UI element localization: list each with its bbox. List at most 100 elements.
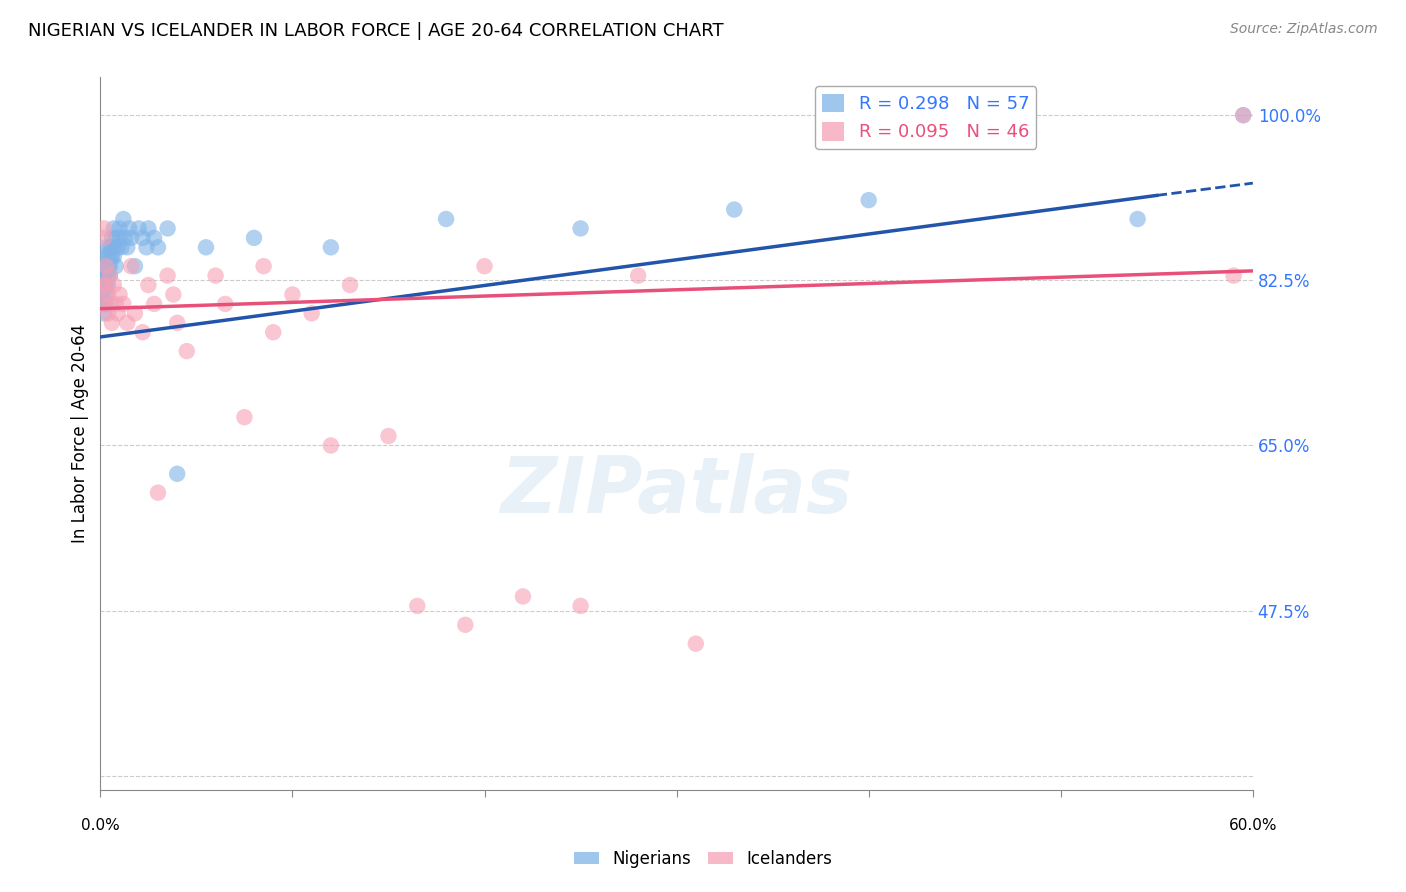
Text: Source: ZipAtlas.com: Source: ZipAtlas.com [1230, 22, 1378, 37]
Point [104, 297, 127, 311]
Point [104, 259, 127, 273]
Point [103, 240, 125, 254]
Y-axis label: In Labor Force | Age 20-64: In Labor Force | Age 20-64 [72, 324, 89, 543]
Point [97, 268, 120, 283]
Point [156, 221, 179, 235]
Text: 60.0%: 60.0% [1229, 819, 1277, 833]
Point [107, 306, 129, 320]
Point [93, 231, 115, 245]
Point [112, 212, 135, 227]
Point [97, 306, 120, 320]
Point [93, 306, 115, 320]
Point [97, 259, 120, 273]
Point [120, 259, 142, 273]
Point [93, 278, 115, 293]
Point [339, 278, 361, 293]
Point [103, 278, 125, 293]
Point [91, 287, 114, 301]
Point [1232, 108, 1254, 122]
Point [512, 590, 534, 604]
Point [166, 467, 188, 481]
Point [101, 240, 124, 254]
Point [91, 297, 114, 311]
Point [214, 297, 236, 311]
Point [94, 240, 117, 254]
Point [108, 221, 131, 235]
Point [162, 287, 184, 301]
Point [454, 617, 477, 632]
Point [319, 240, 342, 254]
Point [94, 278, 117, 293]
Point [723, 202, 745, 217]
Point [124, 306, 146, 320]
Point [98, 268, 121, 283]
Point [131, 325, 153, 339]
Point [131, 231, 153, 245]
Text: NIGERIAN VS ICELANDER IN LABOR FORCE | AGE 20-64 CORRELATION CHART: NIGERIAN VS ICELANDER IN LABOR FORCE | A… [28, 22, 724, 40]
Legend: Nigerians, Icelanders: Nigerians, Icelanders [568, 844, 838, 875]
Point [101, 231, 124, 245]
Point [97, 278, 120, 293]
Text: 0.0%: 0.0% [82, 819, 120, 833]
Point [128, 221, 150, 235]
Text: ZIPatlas: ZIPatlas [501, 452, 852, 529]
Point [101, 250, 124, 264]
Point [569, 599, 592, 613]
Point [103, 221, 125, 235]
Point [115, 316, 138, 330]
Point [97, 250, 120, 264]
Point [146, 240, 169, 254]
Point [98, 250, 121, 264]
Point [135, 240, 157, 254]
Point [118, 221, 141, 235]
Point [1222, 268, 1244, 283]
Point [110, 240, 132, 254]
Point [115, 240, 138, 254]
Point [98, 297, 121, 311]
Point [406, 599, 429, 613]
Point [98, 240, 121, 254]
Point [569, 221, 592, 235]
Point [114, 231, 136, 245]
Point [101, 316, 124, 330]
Point [138, 278, 160, 293]
Point [1126, 212, 1149, 227]
Point [434, 212, 457, 227]
Point [143, 231, 166, 245]
Point [98, 259, 121, 273]
Point [104, 231, 127, 245]
Point [858, 193, 880, 207]
Point [143, 297, 166, 311]
Point [166, 316, 188, 330]
Point [94, 297, 117, 311]
Point [138, 221, 160, 235]
Point [94, 259, 117, 273]
Point [93, 268, 115, 283]
Point [243, 231, 266, 245]
Point [97, 287, 120, 301]
Point [146, 485, 169, 500]
Point [156, 268, 179, 283]
Point [176, 344, 198, 359]
Point [1232, 108, 1254, 122]
Point [627, 268, 650, 283]
Point [281, 287, 304, 301]
Point [252, 259, 274, 273]
Point [98, 268, 121, 283]
Point [94, 287, 117, 301]
Point [262, 325, 284, 339]
Point [319, 438, 342, 452]
Point [204, 268, 226, 283]
Point [124, 259, 146, 273]
Point [685, 637, 707, 651]
Point [112, 297, 135, 311]
Point [233, 410, 256, 425]
Point [94, 259, 117, 273]
Point [107, 240, 129, 254]
Point [91, 297, 114, 311]
Point [93, 297, 115, 311]
Point [103, 250, 125, 264]
Point [108, 231, 131, 245]
Point [301, 306, 323, 320]
Point [93, 221, 115, 235]
